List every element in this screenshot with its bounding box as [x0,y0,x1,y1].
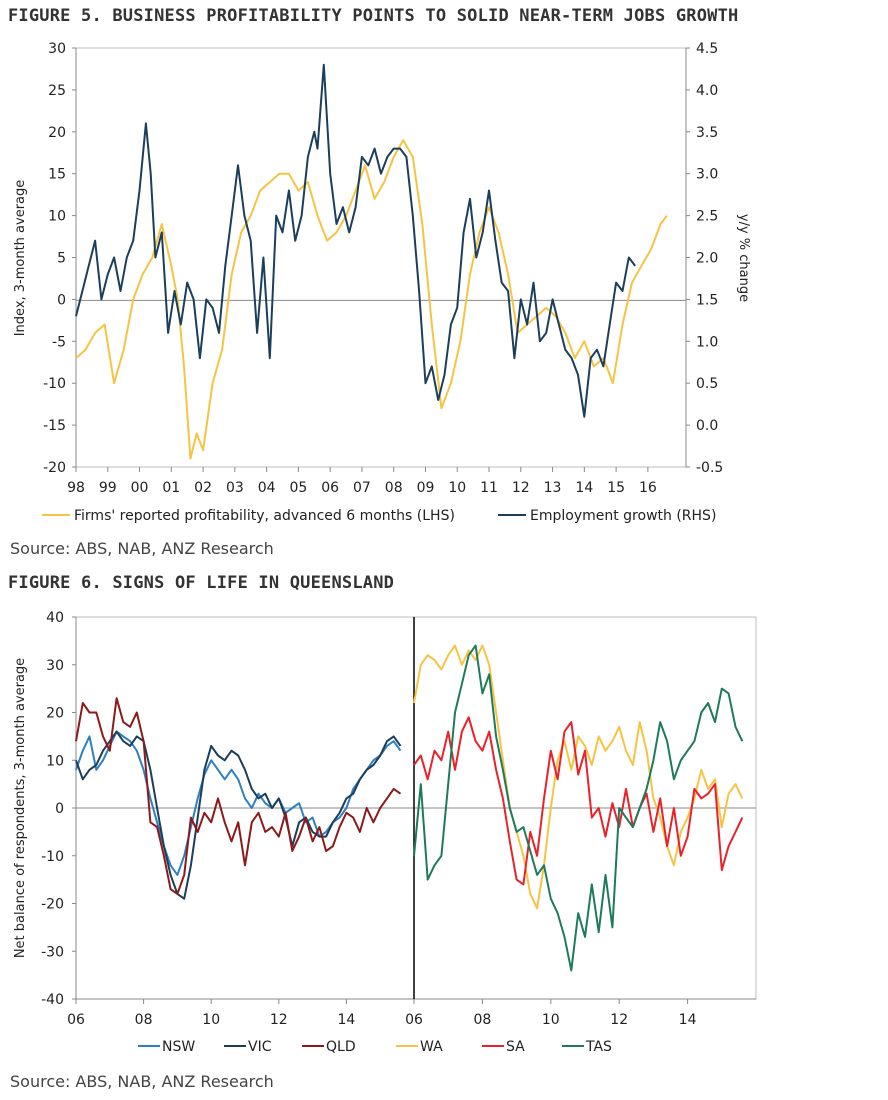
x-tick-label: 08 [135,1012,153,1028]
x-tick-label: 00 [131,480,149,496]
y-tick-label: 30 [46,658,64,674]
y-tick-label: 40 [46,610,64,626]
y2-tick-label: 2.5 [696,209,718,225]
figure5-title: FIGURE 5. BUSINESS PROFITABILITY POINTS … [8,6,739,26]
y-tick-label: -10 [43,376,66,392]
x-tick-label: 08 [385,480,403,496]
y-tick-label: 20 [48,125,66,141]
legend-label-qld: QLD [326,1039,356,1055]
wa-series-line [413,644,744,910]
x-tick-label: 12 [610,1012,628,1028]
legend-label-wa: WA [420,1039,443,1055]
x-tick-label: 99 [99,480,117,496]
x-tick-label: 13 [544,480,562,496]
y-tick-label: -10 [41,849,64,865]
y2-tick-label: 4.5 [696,41,718,57]
y-tick-label: -20 [41,897,64,913]
figure5-source: Source: ABS, NAB, ANZ Research [10,539,274,558]
y-tick-label: 25 [48,83,66,99]
y-axis-title: Net balance of respondents, 3-month aver… [13,658,28,958]
y2-tick-label: 3.0 [696,167,718,183]
qld-series-line [75,697,402,895]
x-tick-label: 15 [607,480,625,496]
y2-tick-label: 2.0 [696,251,718,267]
x-tick-label: 09 [417,480,435,496]
x-tick-label: 12 [270,1012,288,1028]
y2-tick-label: 0.5 [696,376,718,392]
x-tick-label: 06 [321,480,339,496]
x-tick-label: 06 [67,1012,85,1028]
x-tick-label: 14 [337,1012,355,1028]
y2-tick-label: 4.0 [696,83,718,99]
y2-tick-label: 1.0 [696,334,718,350]
x-tick-label: 11 [480,480,498,496]
x-tick-label: 14 [679,1012,697,1028]
legend-label-employment: Employment growth (RHS) [530,508,716,524]
legend: Firms' reported profitability, advanced … [42,508,716,524]
figure5-chart: 30 25 20 15 10 5 0 -5 -10 -15 -20 4.5 4.0 3.5 3.0 2.5 2… [13,41,751,524]
x-tick-label: 10 [202,1012,220,1028]
x-tick-label: 06 [405,1012,423,1028]
y-tick-label: 5 [57,251,66,267]
y-tick-label: 0 [55,801,64,817]
y-tick-label: 10 [46,753,64,769]
legend-label-nsw: NSW [162,1039,195,1055]
x-tick-label: 14 [575,480,593,496]
y2-tick-label: -0.5 [696,460,723,476]
y-tick-label: 15 [48,167,66,183]
profitability-series-line [75,139,668,460]
legend-label-vic: VIC [248,1039,272,1055]
nsw-series-line [75,730,402,876]
y-axis-title: Index, 3-month average [13,180,28,337]
legend-label-tas: TAS [585,1039,612,1055]
x-tick-label: 05 [289,480,307,496]
tas-series-line [413,644,744,972]
x-tick-label: 98 [67,480,85,496]
x-tick-label: 10 [448,480,466,496]
x-tick-label: 12 [512,480,530,496]
y-tick-label: -30 [41,944,64,960]
y2-tick-label: 3.5 [696,125,718,141]
sa-series-line [413,716,744,886]
y-tick-label: 30 [48,41,66,57]
y-tick-label: -20 [43,460,66,476]
x-tick-label: 16 [639,480,657,496]
y-tick-label: 0 [57,292,66,308]
legend-label-sa: SA [506,1039,525,1055]
x-tick-label: 07 [353,480,371,496]
vic-series-line [75,730,402,900]
figure6-title: FIGURE 6. SIGNS OF LIFE IN QUEENSLAND [8,573,395,593]
y-tick-label: 10 [48,209,66,225]
figure6-source: Source: ABS, NAB, ANZ Research [10,1072,274,1091]
legend-label-profitability: Firms' reported profitability, advanced … [74,508,455,524]
x-tick-label: 01 [162,480,180,496]
y-tick-label: -40 [41,992,64,1008]
y2-tick-label: 1.5 [696,292,718,308]
plot-frame [75,47,687,468]
y2-axis-title: y/y % change [736,214,751,302]
employment-series-line [75,63,636,418]
y-tick-label: -15 [43,418,66,434]
x-tick-label: 03 [226,480,244,496]
y2-tick-label: 0.0 [696,418,718,434]
x-tick-label: 10 [542,1012,560,1028]
legend: NSW VIC QLD WA SA TAS [138,1039,612,1055]
x-tick-label: 08 [473,1012,491,1028]
x-tick-label: 02 [194,480,212,496]
figure6-chart: 40 30 20 10 0 -10 -20 -30 -40 06 08 10 12 14 06 08 10 12… [13,610,757,1055]
x-tick-label: 04 [258,480,276,496]
y-tick-label: 20 [46,706,64,722]
y-tick-label: -5 [52,334,66,350]
